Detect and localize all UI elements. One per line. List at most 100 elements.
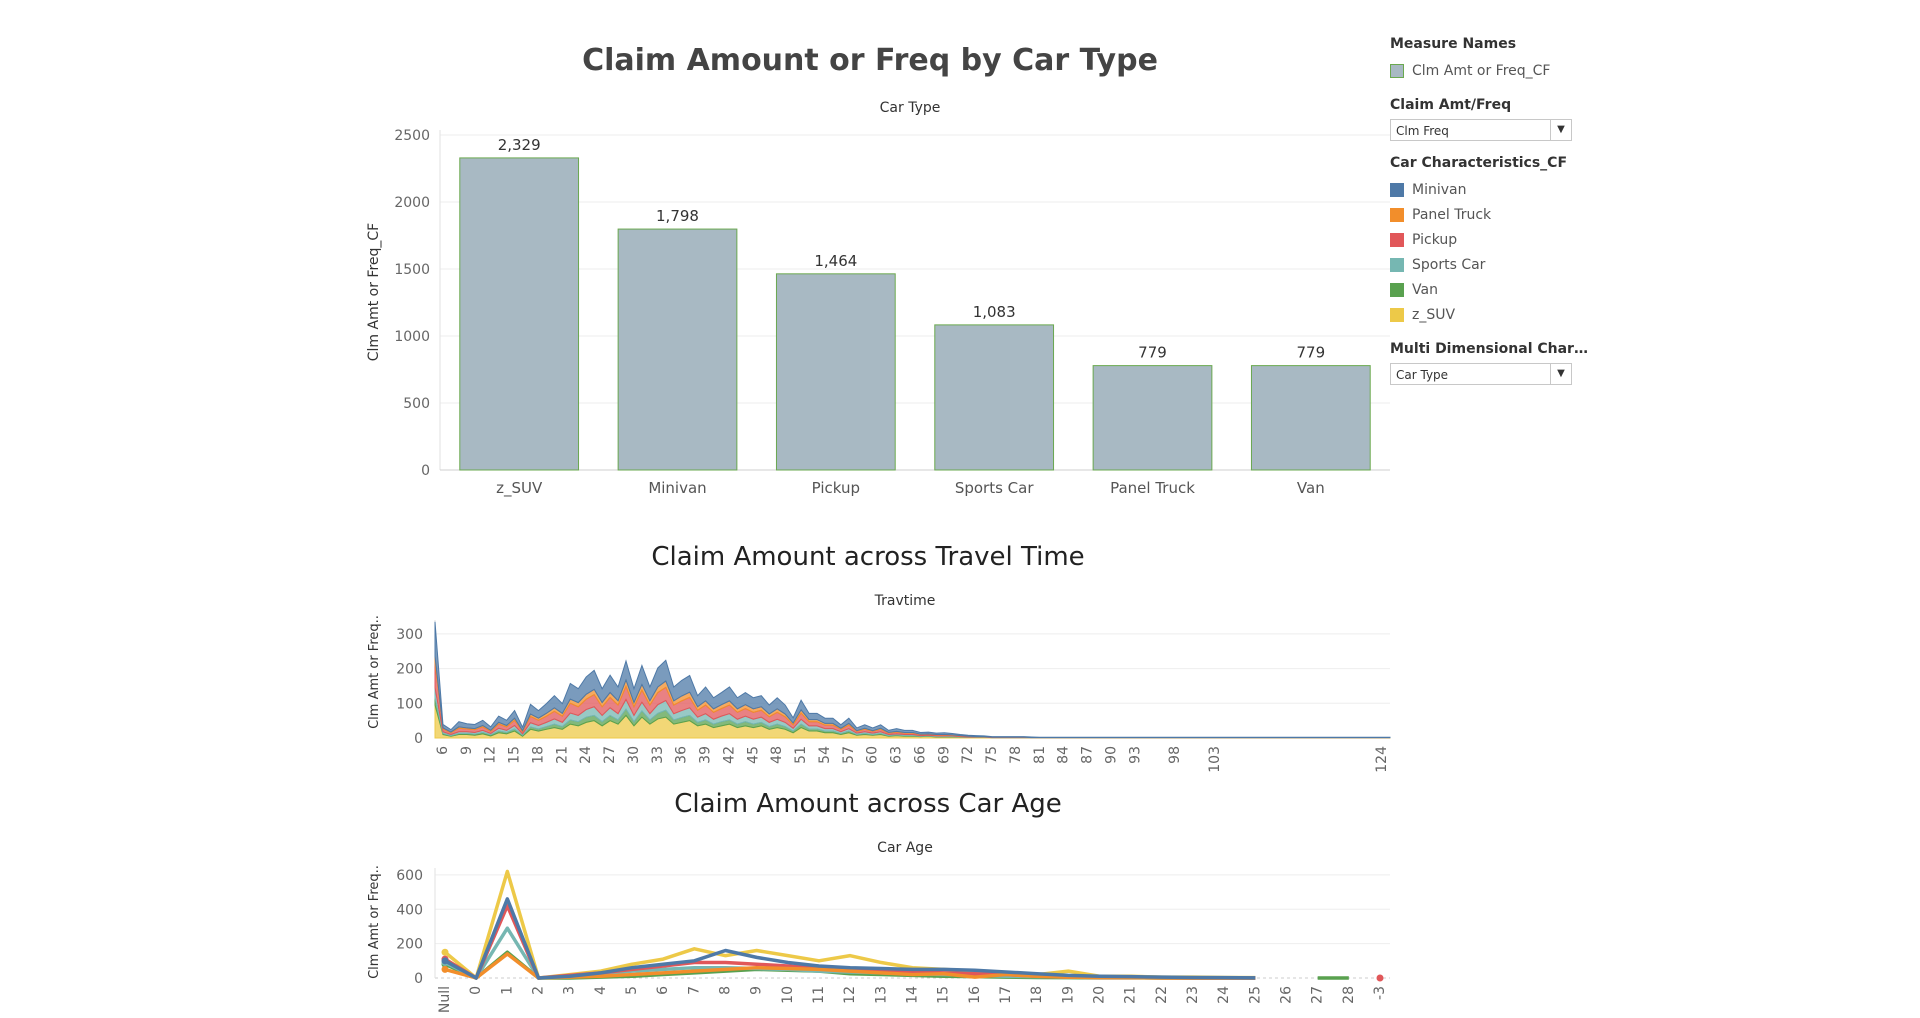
car-characteristics-items: Minivan Panel Truck Pickup Sports Car Van z_S… (1390, 177, 1590, 327)
bar-chart-ylabel: Clm Amt or Freq_CF (366, 223, 382, 362)
x-tick-label: Minivan (648, 479, 706, 497)
y-tick-label: 500 (403, 396, 430, 412)
x-tick-label: 103 (1207, 746, 1223, 773)
bar-value-label: 779 (1297, 344, 1326, 362)
x-tick-label: 33 (650, 746, 666, 764)
bar-chart-header: Car Type (880, 100, 941, 116)
line-point (1376, 974, 1384, 982)
y-tick-label: 100 (396, 696, 423, 712)
x-tick-label: 10 (780, 986, 796, 1004)
y-tick-label: 2500 (394, 128, 430, 144)
x-tick-label: 15 (507, 746, 523, 764)
x-tick-label: 1 (499, 986, 515, 995)
bar (1250, 365, 1371, 471)
chevron-down-icon[interactable]: ▼ (1550, 120, 1571, 140)
x-tick-label: 14 (905, 986, 921, 1004)
y-tick-label: 0 (414, 971, 423, 987)
line-series-path (444, 897, 1256, 980)
x-tick-label: 4 (593, 986, 609, 995)
x-tick-label: 30 (626, 746, 642, 764)
x-tick-label: 7 (686, 986, 702, 995)
bar (459, 157, 580, 471)
legend-item-label: z_SUV (1412, 306, 1456, 323)
x-tick-label: 18 (530, 746, 546, 764)
x-tick-label: 90 (1103, 746, 1119, 764)
legend-panel: Measure Names Clm Amt or Freq_CF Claim A… (1390, 36, 1590, 399)
legend-swatch (1390, 207, 1404, 222)
legend-item-sports-car[interactable]: Sports Car (1390, 252, 1590, 277)
y-tick-label: 200 (396, 937, 423, 953)
y-tick-label: 400 (396, 902, 423, 918)
x-tick-label: 24 (578, 746, 594, 764)
bar-value-label: 2,329 (498, 136, 541, 154)
bar (934, 324, 1055, 471)
x-tick-label: 9 (749, 986, 765, 995)
x-tick-label: 72 (960, 746, 976, 764)
line-chart-series (441, 869, 1384, 982)
bar-value-label: 1,083 (973, 303, 1016, 321)
x-tick-label: 93 (1127, 746, 1143, 764)
legend-swatch (1390, 307, 1404, 322)
bar-chart-title: Claim Amount or Freq by Car Type (582, 43, 1158, 78)
x-tick-label: 6 (435, 746, 451, 755)
measure-names-item[interactable]: Clm Amt or Freq_CF (1390, 58, 1590, 83)
bar-chart-x-axis: z_SUV Minivan Pickup Sports Car Panel Truck V… (496, 479, 1325, 498)
legend-swatch (1390, 182, 1404, 197)
bar (775, 273, 896, 471)
claim-filter-dropdown[interactable]: Clm Freq ▼ (1390, 119, 1572, 141)
y-tick-label: 200 (396, 662, 423, 678)
bar (617, 228, 738, 471)
x-tick-label: 18 (1029, 986, 1045, 1004)
x-tick-label: 16 (967, 986, 983, 1004)
x-tick-label: 75 (984, 746, 1000, 764)
legend-swatch (1390, 232, 1404, 247)
legend-item-pickup[interactable]: Pickup (1390, 227, 1590, 252)
x-tick-label: 5 (624, 986, 640, 995)
x-tick-label: 8 (718, 986, 734, 995)
x-tick-label: 84 (1056, 746, 1072, 764)
x-tick-label: 20 (1092, 986, 1108, 1004)
area-chart-layers (434, 621, 1391, 739)
line-point (441, 948, 449, 956)
area-chart-y-axis: 0 100 200 300 (396, 627, 423, 747)
x-tick-label: 23 (1185, 986, 1201, 1004)
x-tick-label: 81 (1032, 746, 1048, 764)
bar-chart-gridlines (439, 130, 1390, 471)
bar-value-label: 1,464 (814, 252, 857, 270)
x-tick-label: 78 (1008, 746, 1024, 764)
car-characteristics-legend: Car Characteristics_CF Minivan Panel Truc… (1390, 155, 1590, 327)
chevron-down-icon[interactable]: ▼ (1550, 364, 1571, 384)
x-tick-label: 87 (1080, 746, 1096, 764)
legend-item-z-suv[interactable]: z_SUV (1390, 302, 1590, 327)
legend-item-label: Pickup (1412, 231, 1458, 248)
legend-item-van[interactable]: Van (1390, 277, 1590, 302)
x-tick-label: 13 (873, 986, 889, 1004)
measure-names-item-label: Clm Amt or Freq_CF (1412, 62, 1551, 79)
x-tick-label: Sports Car (955, 479, 1035, 497)
area-chart-x-axis: 6 9 12 15 18 21 24 27 30 33 36 39 42 45 48 51 54 57 60 63 66… (435, 746, 1390, 773)
line-series-path (443, 869, 1256, 980)
multi-dimensional-dropdown[interactable]: Car Type ▼ (1390, 363, 1572, 385)
x-tick-label: 124 (1374, 746, 1390, 773)
x-tick-label: 17 (998, 986, 1014, 1004)
x-tick-label: 2 (531, 986, 547, 995)
x-tick-label: 98 (1167, 746, 1183, 764)
bar-chart-bars (459, 157, 1371, 471)
line-chart-title: Claim Amount across Car Age (674, 789, 1062, 819)
x-tick-label: 60 (865, 746, 881, 764)
x-tick-label: 27 (602, 746, 618, 764)
area-chart-header: Travtime (874, 593, 936, 609)
x-tick-label: z_SUV (496, 479, 543, 498)
multi-dimensional-value: Car Type (1396, 368, 1449, 382)
legend-item-minivan[interactable]: Minivan (1390, 177, 1590, 202)
legend-item-panel-truck[interactable]: Panel Truck (1390, 202, 1590, 227)
x-tick-label: 42 (721, 746, 737, 764)
x-tick-label: Van (1297, 479, 1325, 497)
x-tick-label: 36 (674, 746, 690, 764)
x-tick-label: 25 (1247, 986, 1263, 1004)
line-chart-x-axis: Null 0 1 2 3 4 5 6 7 8 9 10 11 12 13 14 15 16 17 18 19 20 21 22… (437, 986, 1388, 1013)
area-layer (434, 621, 1391, 739)
x-tick-label: Null (437, 986, 453, 1013)
line-chart-ylabel: Clm Amt or Freq.. (367, 865, 382, 979)
